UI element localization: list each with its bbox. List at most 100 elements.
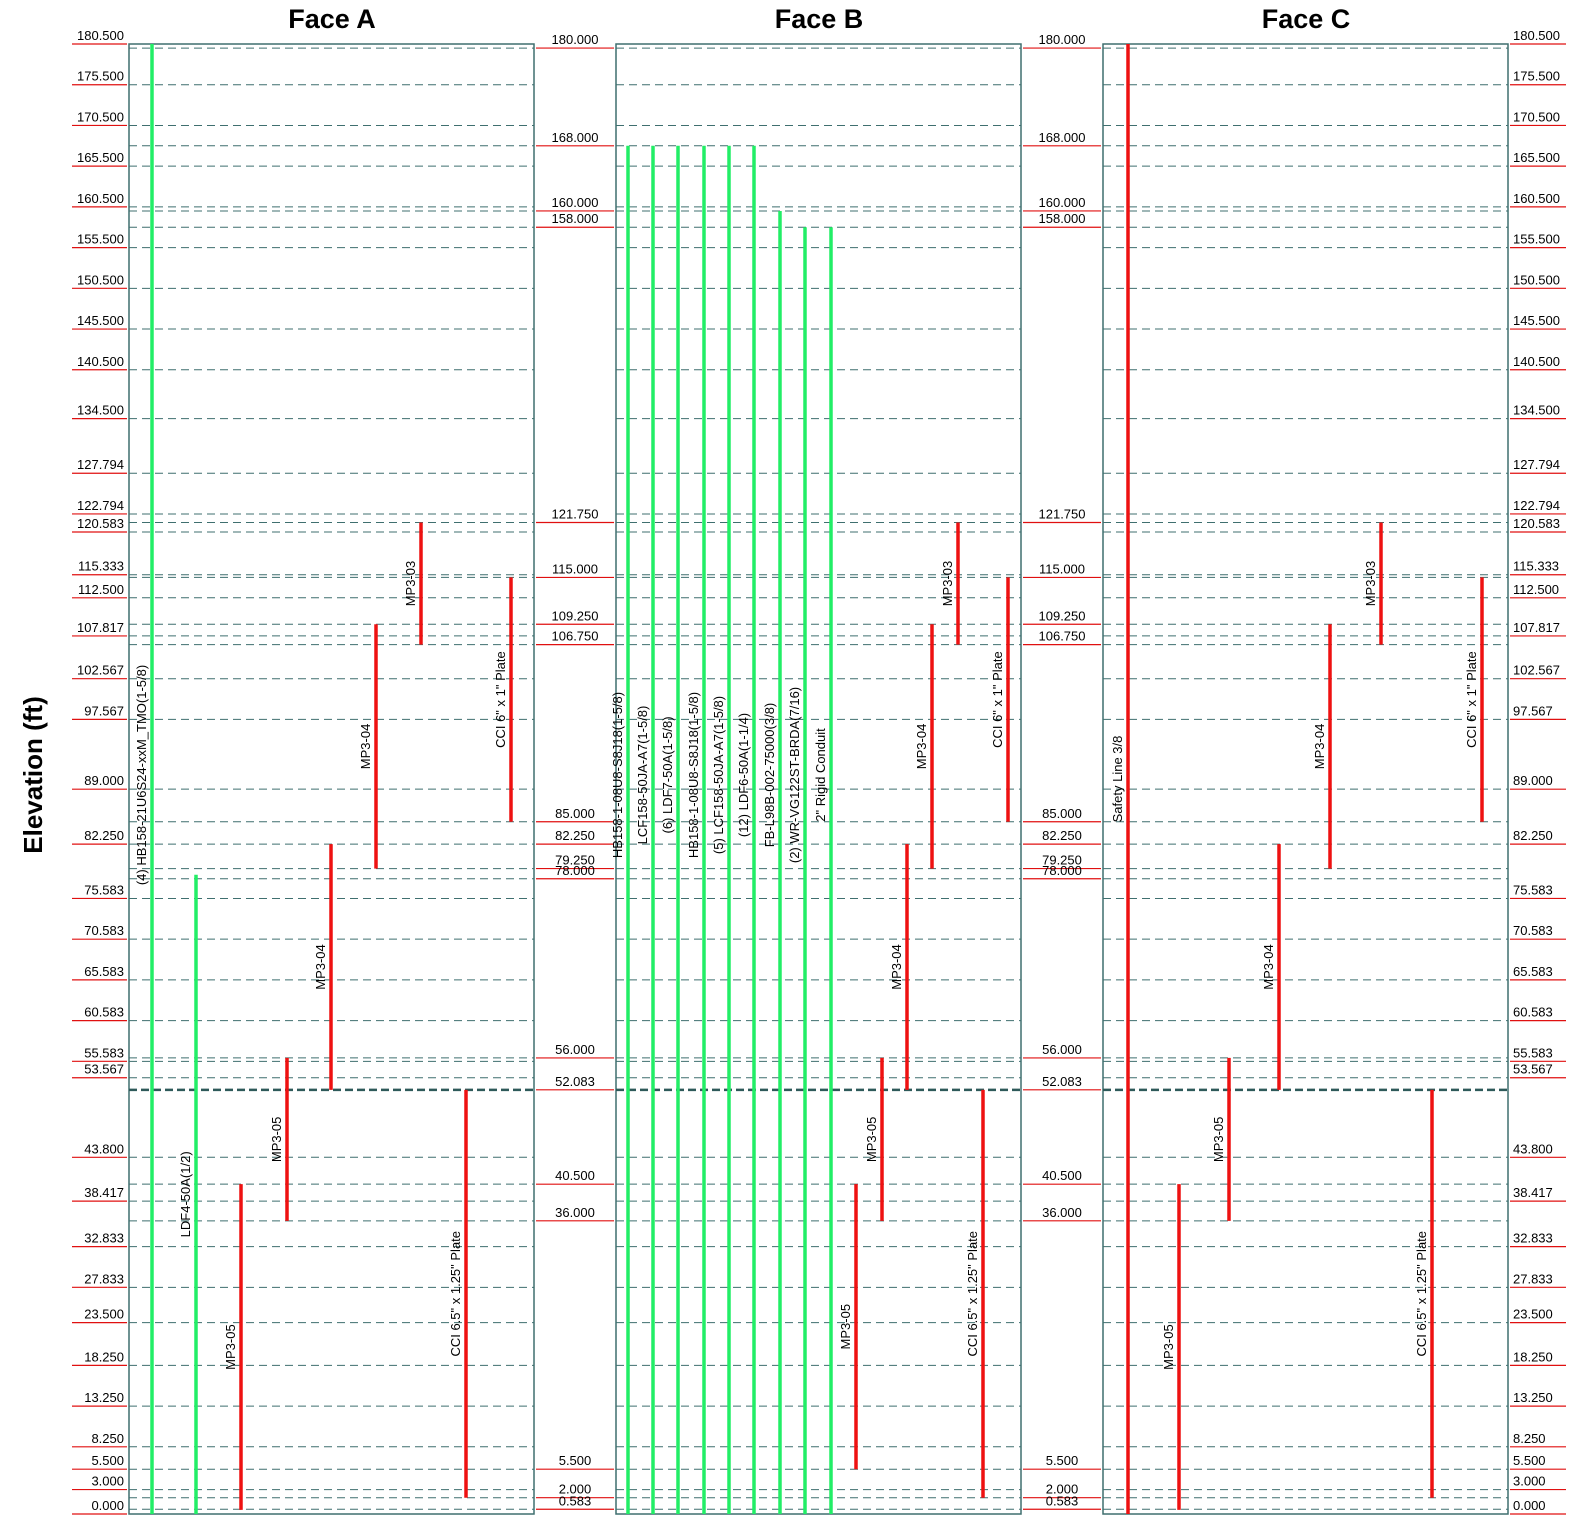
member-label-2-wr-vg122st-brda-7-16: (2) WR-VG122ST-BRDA(7/16) <box>787 687 802 863</box>
members: (4) HB158-21U6S24-xxM_TMO(1-5/8) LDF4-50A… <box>134 44 1484 1514</box>
elevation-label-inner: 168.000 <box>552 130 599 145</box>
elevation-label-left: 115.333 <box>78 559 124 574</box>
elevation-label-left: 102.567 <box>77 663 124 678</box>
elevation-label-inner: 82.250 <box>1042 828 1082 843</box>
elevation-label-right: 13.250 <box>1513 1390 1553 1405</box>
elevation-label-right: 134.500 <box>1513 403 1560 418</box>
member-label-mp3-05: MP3-05 <box>223 1324 238 1370</box>
elevation-label-left: 112.500 <box>78 582 124 597</box>
elevation-label-inner: 78.000 <box>555 863 595 878</box>
elevation-label-right: 97.567 <box>1513 703 1553 718</box>
elevation-ticks <box>72 43 1566 1515</box>
elevation-label-right: 115.333 <box>1513 559 1559 574</box>
elevation-label-right: 65.583 <box>1513 964 1553 979</box>
elevation-label-right: 8.250 <box>1513 1431 1546 1446</box>
elevation-label-right: 127.794 <box>1513 457 1560 472</box>
elevation-label-right: 120.583 <box>1513 516 1560 531</box>
elevation-label-right: 75.583 <box>1513 882 1553 897</box>
member-label-mp3-03: MP3-03 <box>1363 561 1378 607</box>
elevation-label-inner: 85.000 <box>555 806 595 821</box>
member-label-6-ldf7-50a-1-5-8: (6) LDF7-50A(1-5/8) <box>660 716 675 833</box>
member-label-mp3-05: MP3-05 <box>838 1304 853 1350</box>
elevation-label-left: 150.500 <box>77 272 124 287</box>
elevation-label-inner: 158.000 <box>1039 211 1086 226</box>
elevation-label-left: 55.583 <box>84 1045 124 1060</box>
member-label-mp3-04: MP3-04 <box>313 944 328 990</box>
elevation-label-right: 70.583 <box>1513 923 1553 938</box>
member-label-4-hb158-21u6s24-xxm-tmo-1-5-8: (4) HB158-21U6S24-xxM_TMO(1-5/8) <box>134 665 149 885</box>
member-label-mp3-05: MP3-05 <box>1161 1324 1176 1370</box>
elevation-label-inner: 82.250 <box>555 828 595 843</box>
elevation-label-left: 120.583 <box>77 516 124 531</box>
y-axis-label: Elevation (ft) <box>18 696 48 853</box>
face-titles: Face A Face B Face C <box>288 4 1350 34</box>
elevation-label-inner: 0.583 <box>559 1493 592 1508</box>
face-b-title: Face B <box>775 4 864 34</box>
elevation-label-left: 122.794 <box>77 498 124 513</box>
elevation-label-inner: 52.083 <box>1042 1074 1082 1089</box>
member-label-cci-6-5-x-1-25-plate: CCI 6.5" x 1.25" Plate <box>965 1231 980 1357</box>
elevation-label-inner: 106.750 <box>552 629 599 644</box>
elevation-label-left: 38.417 <box>84 1185 124 1200</box>
elevation-label-left: 65.583 <box>84 964 124 979</box>
elevation-label-inner: 79.250 <box>555 853 595 868</box>
member-label-12-ldf6-50a-1-1-4: (12) LDF6-50A(1-1/4) <box>736 713 751 837</box>
elevation-label-left: 43.800 <box>84 1141 124 1156</box>
elevation-label-inner: 180.000 <box>552 32 599 47</box>
elevation-label-left: 89.000 <box>84 773 124 788</box>
member-label-cci-6-x-1-plate: CCI 6" x 1" Plate <box>493 651 508 748</box>
elevation-label-left: 60.583 <box>84 1005 124 1020</box>
member-label-safety-line-3-8: Safety Line 3/8 <box>1110 736 1125 823</box>
elevation-label-right: 55.583 <box>1513 1045 1553 1060</box>
elevation-label-inner: 56.000 <box>555 1042 595 1057</box>
elevation-label-left: 82.250 <box>84 828 124 843</box>
elevation-label-inner: 36.000 <box>1042 1205 1082 1220</box>
elevation-label-left: 8.250 <box>91 1431 124 1446</box>
elevation-label-inner: 52.083 <box>555 1074 595 1089</box>
member-label-cci-6-5-x-1-25-plate: CCI 6.5" x 1.25" Plate <box>1414 1231 1429 1357</box>
member-label-mp3-04: MP3-04 <box>889 944 904 990</box>
elevation-label-left: 160.500 <box>77 191 124 206</box>
elevation-label-right: 82.250 <box>1513 828 1553 843</box>
elevation-label-right: 23.500 <box>1513 1307 1553 1322</box>
elevation-label-inner: 115.000 <box>1039 561 1085 576</box>
elevation-label-right: 165.500 <box>1513 150 1560 165</box>
elevation-label-right: 170.500 <box>1513 109 1560 124</box>
elevation-label-right: 175.500 <box>1513 69 1560 84</box>
member-label-hb158-1-08u8-s8j18-1-5-8: HB158-1-08U8-S8J18(1-5/8) <box>686 692 701 858</box>
member-label-cci-6-x-1-plate: CCI 6" x 1" Plate <box>1464 651 1479 748</box>
member-label-mp3-04: MP3-04 <box>1261 944 1276 990</box>
member-label-2-rigid-conduit: 2" Rigid Conduit <box>813 728 828 822</box>
elevation-label-inner: 5.500 <box>1046 1453 1079 1468</box>
elevation-label-inner: 168.000 <box>1039 130 1086 145</box>
elevation-label-inner: 78.000 <box>1042 863 1082 878</box>
elevation-labels: 180.500 180.500 175.500 175.500 170.500 170.5… <box>77 28 1560 1513</box>
elevation-label-inner: 109.250 <box>552 608 599 623</box>
elevation-label-inner: 36.000 <box>555 1205 595 1220</box>
elevation-label-inner: 40.500 <box>1042 1168 1082 1183</box>
face-a-title: Face A <box>288 4 376 34</box>
elevation-label-left: 23.500 <box>84 1307 124 1322</box>
face-a-frame <box>128 43 535 1515</box>
member-label-cci-6-x-1-plate: CCI 6" x 1" Plate <box>990 651 1005 748</box>
elevation-label-right: 140.500 <box>1513 354 1560 369</box>
elevation-label-right: 107.817 <box>1513 620 1560 635</box>
elevation-label-inner: 2.000 <box>1046 1482 1079 1497</box>
elevation-label-left: 165.500 <box>77 150 124 165</box>
elevation-label-left: 140.500 <box>77 354 124 369</box>
elevation-label-right: 155.500 <box>1513 232 1560 247</box>
elevation-label-right: 60.583 <box>1513 1005 1553 1020</box>
member-label-cci-6-5-x-1-25-plate: CCI 6.5" x 1.25" Plate <box>448 1231 463 1357</box>
elevation-label-inner: 40.500 <box>555 1168 595 1183</box>
elevation-label-left: 3.000 <box>91 1474 124 1489</box>
member-label-ldf4-50a-1-2: LDF4-50A(1/2) <box>178 1151 193 1237</box>
member-label-lcf158-50ja-a7-1-5-8: LCF158-50JA-A7(1-5/8) <box>635 706 650 845</box>
elevation-label-left: 107.817 <box>77 620 124 635</box>
elevation-label-inner: 121.750 <box>1039 506 1086 521</box>
elevation-label-inner: 121.750 <box>552 506 599 521</box>
elevation-label-right: 89.000 <box>1513 773 1553 788</box>
elevation-label-left: 180.500 <box>77 28 124 43</box>
elevation-label-left: 134.500 <box>77 403 124 418</box>
elevation-label-left: 0.000 <box>91 1498 124 1513</box>
elevation-label-inner: 180.000 <box>1039 32 1086 47</box>
